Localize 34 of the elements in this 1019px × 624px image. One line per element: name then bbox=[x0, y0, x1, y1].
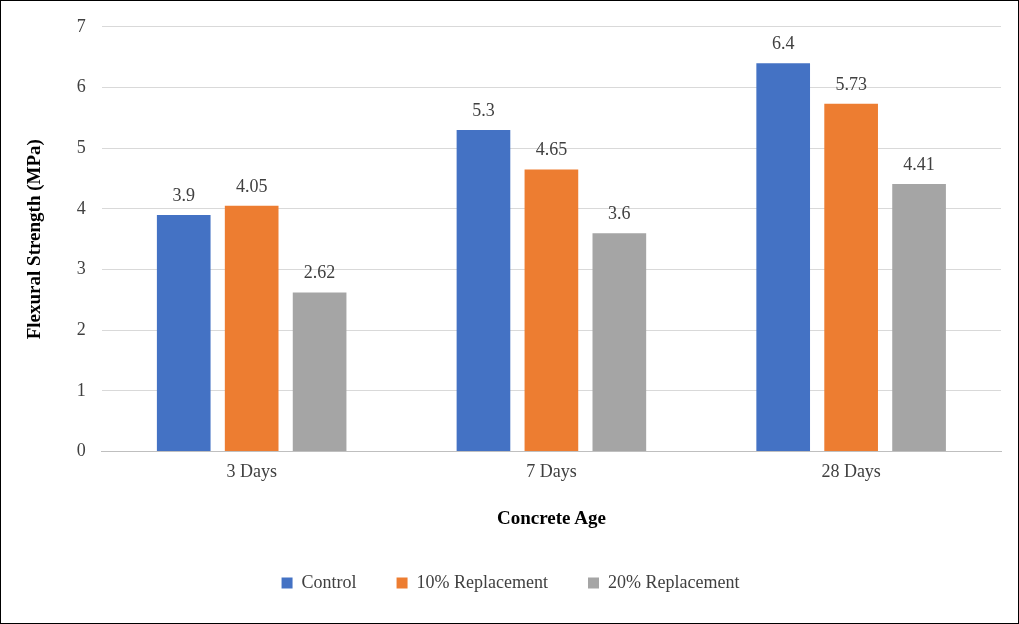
legend-label: 20% Replacement bbox=[608, 571, 740, 592]
x-tick-label: 28 Days bbox=[821, 461, 881, 482]
y-tick-label: 6 bbox=[76, 76, 86, 97]
bar bbox=[456, 129, 511, 452]
data-label: 6.4 bbox=[771, 32, 795, 53]
bar bbox=[156, 214, 211, 452]
bar bbox=[592, 233, 647, 452]
legend-label: Control bbox=[301, 571, 357, 592]
data-label: 4.05 bbox=[235, 175, 268, 196]
data-label: 3.6 bbox=[608, 202, 631, 223]
data-label: 5.3 bbox=[472, 99, 495, 120]
data-label: 4.65 bbox=[535, 139, 568, 160]
bar bbox=[892, 183, 946, 452]
data-label: 5.73 bbox=[835, 73, 867, 94]
y-tick-label: 1 bbox=[76, 379, 86, 400]
bar bbox=[292, 292, 347, 452]
y-axis-title: Flexural Strength (MPa) bbox=[23, 139, 46, 340]
y-tick-label: 7 bbox=[76, 15, 86, 36]
y-tick-label: 2 bbox=[76, 318, 86, 339]
y-tick-label: 4 bbox=[76, 197, 86, 218]
bar bbox=[224, 205, 279, 452]
x-tick-label: 3 Days bbox=[226, 461, 277, 482]
data-label: 4.41 bbox=[903, 153, 935, 174]
legend-label: 10% Replacement bbox=[416, 571, 548, 592]
y-tick-label: 3 bbox=[76, 258, 86, 279]
data-label: 3.9 bbox=[172, 184, 195, 205]
x-axis-title: Concrete Age bbox=[496, 506, 606, 528]
x-tick-label: 7 Days bbox=[526, 461, 577, 482]
bar bbox=[524, 169, 579, 452]
y-tick-label: 5 bbox=[76, 136, 86, 157]
data-label: 2.62 bbox=[303, 262, 336, 283]
bar bbox=[824, 103, 878, 452]
y-tick-label: 0 bbox=[76, 440, 86, 461]
bar bbox=[756, 63, 811, 452]
